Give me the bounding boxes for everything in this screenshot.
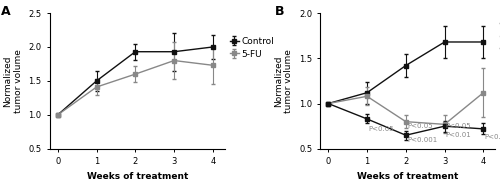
Text: P<0.001: P<0.001 <box>407 137 437 143</box>
Text: B: B <box>275 5 284 18</box>
Y-axis label: Normalized
tumor volume: Normalized tumor volume <box>4 49 23 113</box>
Y-axis label: Normalized
tumor volume: Normalized tumor volume <box>274 49 293 113</box>
Text: A: A <box>1 5 11 18</box>
X-axis label: Weeks of treatment: Weeks of treatment <box>357 172 458 181</box>
Legend: Control, 5-FU: Control, 5-FU <box>226 33 278 62</box>
Legend: Control, Cisplatin, Paclitaxel: Control, Cisplatin, Paclitaxel <box>496 16 500 57</box>
X-axis label: Weeks of treatment: Weeks of treatment <box>86 172 188 181</box>
Text: P<0.01: P<0.01 <box>446 132 471 138</box>
Text: P<0.05: P<0.05 <box>368 126 394 132</box>
Text: P<0.05: P<0.05 <box>407 123 432 129</box>
Text: P<0.01: P<0.01 <box>484 134 500 140</box>
Text: P<0.05: P<0.05 <box>446 123 471 129</box>
